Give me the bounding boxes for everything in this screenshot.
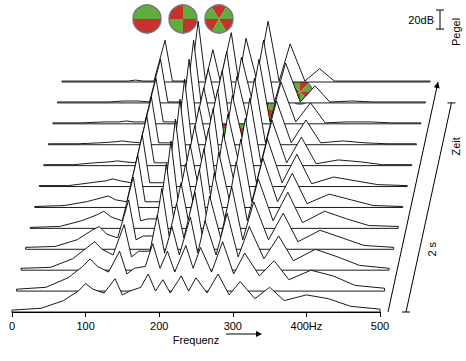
svg-text:200: 200 [150, 320, 168, 332]
svg-text:100: 100 [76, 320, 94, 332]
svg-text:2 s: 2 s [426, 241, 438, 256]
svg-text:500: 500 [371, 320, 389, 332]
svg-text:300: 300 [224, 320, 242, 332]
svg-text:Pegel: Pegel [450, 18, 462, 46]
svg-text:Zeit: Zeit [450, 137, 462, 155]
svg-text:400Hz: 400Hz [291, 320, 323, 332]
svg-text:0: 0 [9, 320, 15, 332]
svg-text:20dB: 20dB [408, 14, 434, 26]
svg-text:Frequenz: Frequenz [173, 334, 219, 346]
